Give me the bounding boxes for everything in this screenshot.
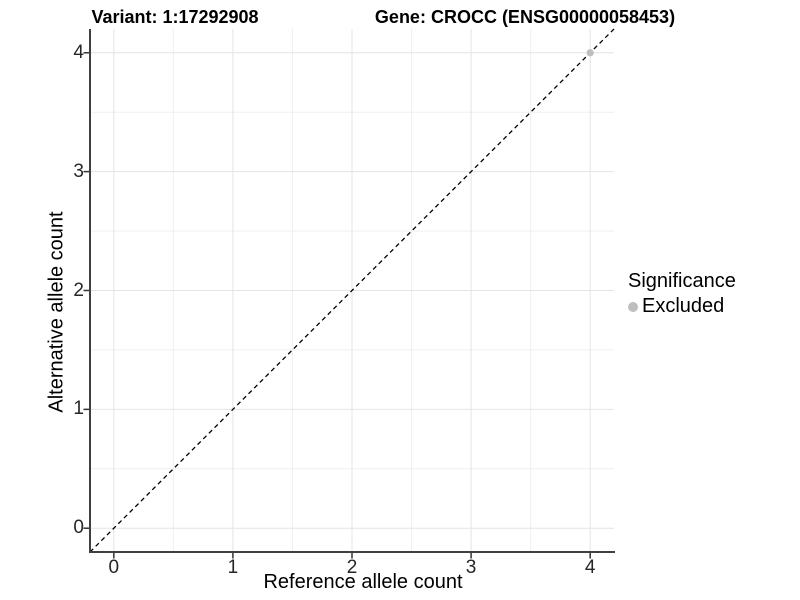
y-axis-title: Alternative allele count [45, 211, 68, 413]
y-tick-label-0: 0 [73, 517, 84, 539]
excluded-point-icon [628, 301, 638, 312]
legend: Significance Excluded [628, 270, 736, 318]
x-axis-title: Reference allele count [263, 571, 463, 593]
gene-title: Gene: CROCC (ENSG00000058453) [374, 7, 676, 27]
x-tick-label-0: 0 [108, 557, 120, 578]
y-tick-label-3: 3 [73, 160, 84, 182]
legend-title: Significance [628, 270, 736, 292]
x-tick-label-2: 2 [346, 557, 358, 578]
data-point-excluded [586, 49, 594, 57]
y-tick-label-4: 4 [73, 41, 84, 63]
legend-item-excluded: Excluded [628, 295, 736, 318]
x-tick-label-3: 3 [465, 557, 477, 578]
variant-title: Variant: 1:17292908 [91, 7, 259, 27]
y-tick-label-2: 2 [73, 279, 84, 301]
y-tick-label-1: 1 [73, 398, 84, 420]
x-tick-label-1: 1 [227, 557, 239, 578]
identity-dashed-line [89, 28, 615, 553]
legend-item-label: Excluded [642, 295, 725, 317]
x-tick-label-4: 4 [584, 557, 596, 578]
